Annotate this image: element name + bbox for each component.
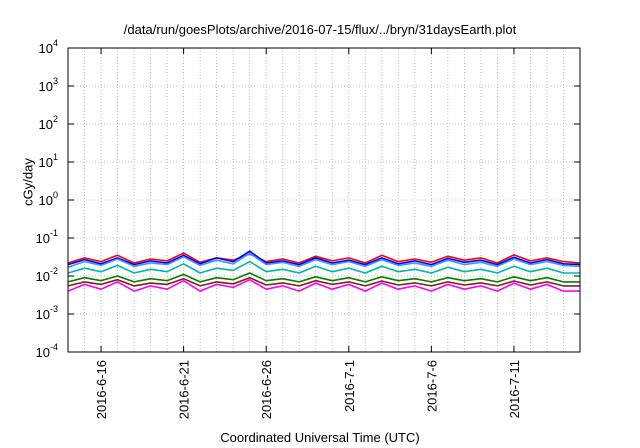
series-line-1 [67,252,581,264]
y-tick-label: 100 [39,190,58,208]
x-tick-label: 2016-6-26 [259,360,274,419]
plot-frame [67,47,581,353]
y-tick-label: 10-4 [36,342,58,360]
series-line-2 [67,250,581,266]
series-line-4 [67,260,580,274]
series-line-6 [67,276,580,287]
x-axis-label: Coordinated Universal Time (UTC) [220,430,420,445]
x-tick-label: 2016-7-1 [342,360,357,412]
chart-title: /data/run/goesPlots/archive/2016-07-15/f… [123,22,517,37]
series-line-7 [67,278,580,292]
y-tick-label: 10-1 [36,228,58,246]
x-tick-label: 2016-7-6 [424,360,439,412]
y-tick-label: 102 [39,114,58,132]
y-tick-label: 103 [39,76,58,94]
y-tick-label: 101 [39,152,58,170]
y-tick-label: 10-2 [36,266,58,284]
x-tick-label: 2016-7-11 [507,360,522,418]
y-tick-label: 10-3 [36,304,58,322]
x-tick-label: 2016-6-16 [94,360,109,419]
x-tick-label: 2016-6-21 [177,360,192,419]
y-tick-label: 104 [39,38,58,56]
series-line-3 [67,252,581,268]
series-line-5 [67,272,580,283]
